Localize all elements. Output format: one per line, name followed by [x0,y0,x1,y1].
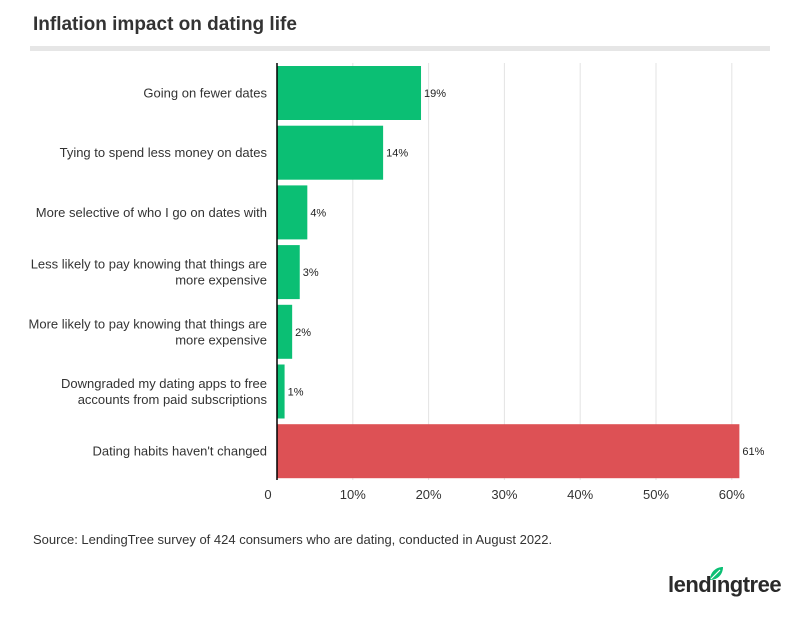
data-label: 14% [386,148,408,160]
data-label: 19% [424,88,446,100]
title-divider [30,46,770,51]
bar [277,185,308,240]
category-label: Less likely to pay knowing that things a… [31,257,267,272]
data-label: 3% [303,267,319,279]
bar [277,245,300,300]
x-tick-label: 20% [416,487,442,502]
data-label: 2% [295,327,311,339]
data-label: 61% [742,446,764,458]
category-label: more expensive [175,273,267,288]
category-label: more expensive [175,332,267,347]
lendingtree-logo: lendingtree [668,567,782,598]
category-label: Dating habits haven't changed [93,444,268,459]
category-label: More likely to pay knowing that things a… [29,316,267,331]
logo-text: lendingtree [668,572,782,597]
category-label: accounts from paid subscriptions [78,392,268,407]
x-tick-label: 50% [643,487,669,502]
data-label: 1% [288,387,304,399]
bar [277,424,740,479]
category-label: More selective of who I go on dates with [36,205,267,220]
data-label: 4% [310,207,326,219]
category-label: Tying to spend less money on dates [60,145,268,160]
x-tick-label: 60% [719,487,745,502]
x-tick-label: 10% [340,487,366,502]
bar [277,364,285,419]
bar [277,125,384,180]
x-tick-label: 0 [264,487,271,502]
chart-title: Inflation impact on dating life [33,14,297,35]
bar [277,66,422,120]
category-label: Downgraded my dating apps to free [61,376,267,391]
leaf-icon [710,567,723,580]
source-note: Source: LendingTree survey of 424 consum… [33,532,553,547]
x-tick-label: 40% [567,487,593,502]
bar [277,304,293,359]
category-label: Going on fewer dates [143,86,267,101]
x-tick-label: 30% [491,487,517,502]
